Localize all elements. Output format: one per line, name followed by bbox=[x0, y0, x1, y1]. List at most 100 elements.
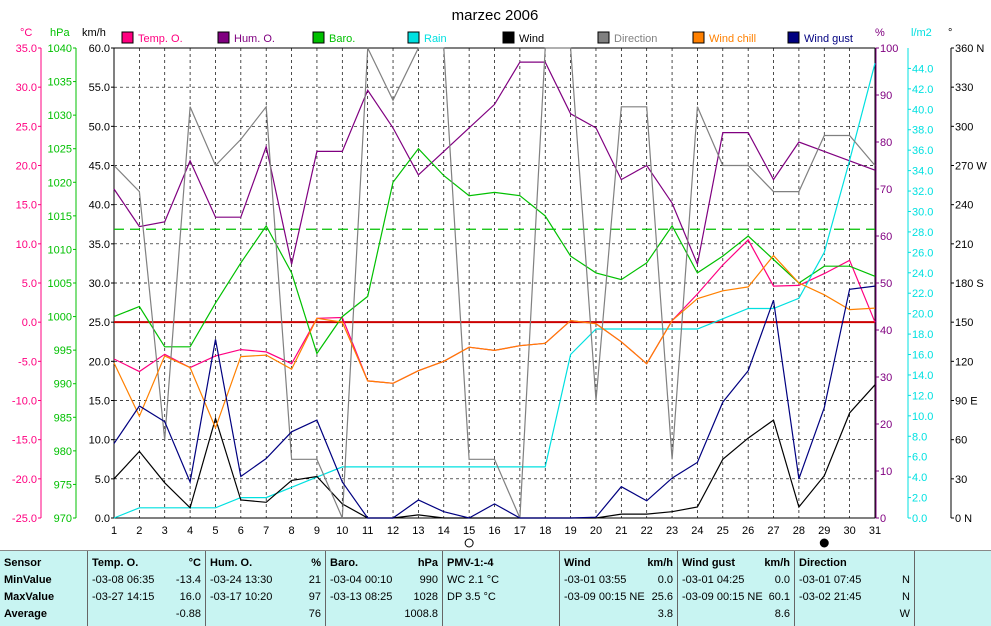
x-tick-label: 12 bbox=[387, 525, 399, 537]
table-min-row: -03-24 13:30 21 bbox=[210, 572, 321, 588]
hum-axis-unit: % bbox=[875, 27, 885, 39]
table-header-name: Direction bbox=[799, 557, 847, 569]
baro-tick-label: 970 bbox=[54, 513, 72, 525]
rain-tick-label: 32.0 bbox=[912, 186, 933, 198]
table-avg-value: 1008.8 bbox=[404, 608, 438, 620]
rain-tick-label: 16.0 bbox=[912, 350, 933, 362]
table-min-row: -03-01 04:25 0.0 bbox=[682, 572, 790, 588]
wind-tick-label: 60.0 bbox=[89, 43, 110, 55]
table-min-time: WC 2.1 °C bbox=[447, 574, 500, 586]
legend-label: Wind bbox=[519, 33, 544, 45]
baro-tick-label: 1020 bbox=[48, 177, 72, 189]
table-min-value: 990 bbox=[419, 574, 438, 586]
legend-swatch bbox=[407, 31, 420, 44]
table-avg-row bbox=[447, 606, 555, 622]
temp-tick-label: -25.0 bbox=[12, 513, 37, 525]
hum-tick-label: 30 bbox=[880, 372, 892, 384]
x-tick-label: 31 bbox=[869, 525, 881, 537]
hum-tick-label: 50 bbox=[880, 278, 892, 290]
table-min-time: -03-04 00:10 bbox=[330, 574, 393, 586]
table-max-row: -03-13 08:25 1028 bbox=[330, 589, 438, 605]
rain-tick-label: 4.0 bbox=[912, 472, 927, 484]
table-header-unit: km/h bbox=[764, 557, 790, 569]
rain-tick-label: 44.0 bbox=[912, 63, 933, 75]
dir-tick-label: 150 bbox=[955, 317, 973, 329]
hum-tick-label: 80 bbox=[880, 137, 892, 149]
rain-tick-label: 36.0 bbox=[912, 145, 933, 157]
x-tick-label: 5 bbox=[212, 525, 218, 537]
wind-tick-label: 0.0 bbox=[95, 513, 110, 525]
chart-title: marzec 2006 bbox=[452, 7, 539, 24]
baro-tick-label: 1035 bbox=[48, 77, 72, 89]
x-tick-label: 11 bbox=[362, 525, 373, 537]
rain-tick-label: 34.0 bbox=[912, 166, 933, 178]
table-avg-row: 8.6 bbox=[682, 606, 790, 622]
weather-chart: marzec 2006 1 2 3 4 5 6 7 8 9 10 11 12 13 14 15 16 17 18 1… bbox=[12, 7, 987, 548]
wind-tick-label: 25.0 bbox=[89, 317, 110, 329]
table-header-unit: °C bbox=[188, 557, 201, 569]
table-avg-value: W bbox=[899, 608, 910, 620]
table-max-row: -03-27 14:15 16.0 bbox=[92, 589, 201, 605]
baro-axis-unit: hPa bbox=[50, 27, 70, 39]
rain-tick-label: 26.0 bbox=[912, 247, 933, 259]
x-tick-label: 27 bbox=[767, 525, 779, 537]
x-tick-label: 19 bbox=[564, 525, 576, 537]
table-min-time: -03-01 07:45 bbox=[799, 574, 862, 586]
moon-full-icon bbox=[819, 538, 829, 548]
table-row-label: MaxValue bbox=[4, 591, 55, 603]
legend-label: Direction bbox=[614, 33, 657, 45]
table-avg-row: 3.8 bbox=[564, 606, 673, 622]
legend-label: Wind chill bbox=[709, 33, 756, 45]
rain-tick-label: 12.0 bbox=[912, 390, 933, 402]
legend-label: Wind gust bbox=[804, 33, 853, 45]
x-tick-label: 23 bbox=[666, 525, 678, 537]
table-avg-row: W bbox=[799, 606, 910, 622]
table-max-time: DP 3.5 °C bbox=[447, 591, 496, 603]
baro-tick-label: 1025 bbox=[48, 144, 72, 156]
rain-tick-label: 20.0 bbox=[912, 309, 933, 321]
x-tick-label: 7 bbox=[263, 525, 269, 537]
dir-tick-label: 210 bbox=[955, 239, 973, 251]
baro-tick-label: 985 bbox=[54, 412, 72, 424]
table-avg-value: 76 bbox=[308, 608, 321, 620]
hum-tick-label: 60 bbox=[880, 231, 892, 243]
hum-tick-label: 100 bbox=[880, 43, 898, 55]
x-tick-label: 17 bbox=[514, 525, 526, 537]
temp-tick-label: -15.0 bbox=[12, 435, 37, 447]
baro-tick-label: 980 bbox=[54, 446, 72, 458]
table-column: Hum. O.% -03-24 13:30 21 -03-17 10:20 97 76 bbox=[206, 551, 326, 626]
legend-label: Baro. bbox=[329, 33, 355, 45]
rain-tick-label: 10.0 bbox=[912, 411, 933, 423]
table-max-row: DP 3.5 °C bbox=[447, 589, 555, 605]
temp-tick-label: 35.0 bbox=[16, 43, 37, 55]
table-max-value: 60.1 bbox=[768, 591, 790, 603]
table-row-label: Average bbox=[4, 608, 48, 620]
temp-tick-label: -10.0 bbox=[12, 396, 37, 408]
x-tick-label: 1 bbox=[111, 525, 117, 537]
table-header: Wind gust km/h bbox=[682, 555, 790, 571]
rain-tick-label: 38.0 bbox=[912, 125, 933, 137]
table-header: Hum. O.% bbox=[210, 555, 321, 571]
table-max-value: 1028 bbox=[413, 591, 438, 603]
table-column: Temp. O. °C -03-08 06:35 -13.4 -03-27 14:15 1… bbox=[88, 551, 206, 626]
series-line-wind-chill bbox=[113, 254, 876, 430]
table-header-name: Wind gust bbox=[682, 557, 736, 569]
dir-tick-label: 90 E bbox=[955, 396, 978, 408]
table-max-row: -03-09 00:15 NE 60.1 bbox=[682, 589, 790, 605]
temp-tick-label: 10.0 bbox=[16, 239, 37, 251]
series-line-wind bbox=[113, 384, 876, 519]
temp-tick-label: 20.0 bbox=[16, 161, 37, 173]
hum-tick-label: 0 bbox=[880, 513, 886, 525]
wind-tick-label: 45.0 bbox=[89, 161, 110, 173]
table-min-value: N bbox=[902, 574, 910, 586]
legend-swatch bbox=[502, 31, 515, 44]
rain-tick-label: 30.0 bbox=[912, 206, 933, 218]
rain-tick-label: 14.0 bbox=[912, 370, 933, 382]
table-header-name: PMV-1:-4 bbox=[447, 557, 494, 569]
baro-tick-label: 1010 bbox=[48, 244, 72, 256]
baro-tick-label: 1015 bbox=[48, 211, 72, 223]
table-column: Baro. hPa -03-04 00:10 990 -03-13 08:25 1028 1… bbox=[326, 551, 443, 626]
table-header-name: Wind bbox=[564, 557, 591, 569]
table-row-label: Sensor bbox=[4, 557, 42, 569]
x-tick-label: 24 bbox=[691, 525, 703, 537]
